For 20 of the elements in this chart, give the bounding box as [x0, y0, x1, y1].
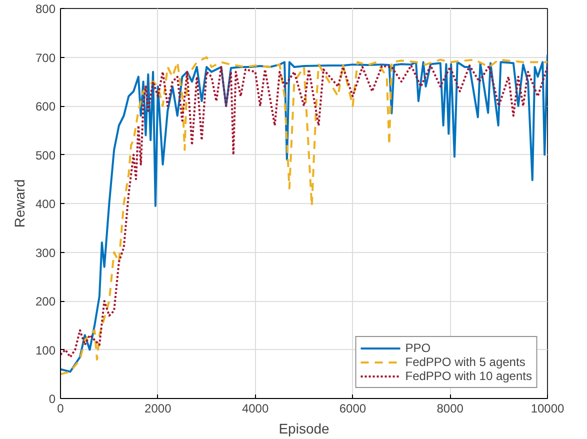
x-tick-label: 2000 — [144, 402, 172, 416]
y-tick-label: 700 — [35, 50, 56, 65]
x-tick-label: 10000 — [530, 402, 565, 416]
y-tick-label: 100 — [35, 343, 56, 358]
y-tick-label: 800 — [35, 2, 56, 16]
x-tick-label: 8000 — [436, 402, 464, 416]
x-tick-label: 6000 — [339, 402, 366, 416]
y-tick-label: 400 — [35, 197, 56, 211]
legend-label: FedPPO with 10 agents — [405, 369, 532, 383]
y-tick-label: 0 — [48, 392, 56, 406]
x-tick-label: 4000 — [242, 402, 269, 416]
y-tick-label: 500 — [35, 148, 56, 162]
y-axis-title: Reward — [11, 179, 28, 228]
legend-label: FedPPO with 5 agents — [405, 355, 526, 369]
x-tick-label: 0 — [57, 402, 64, 416]
legend-label: PPO — [405, 341, 431, 355]
x-axis-title: Episode — [278, 420, 330, 436]
y-tick-label: 600 — [35, 100, 56, 114]
y-tick-label: 300 — [35, 246, 56, 260]
y-tick-label: 200 — [35, 294, 56, 308]
